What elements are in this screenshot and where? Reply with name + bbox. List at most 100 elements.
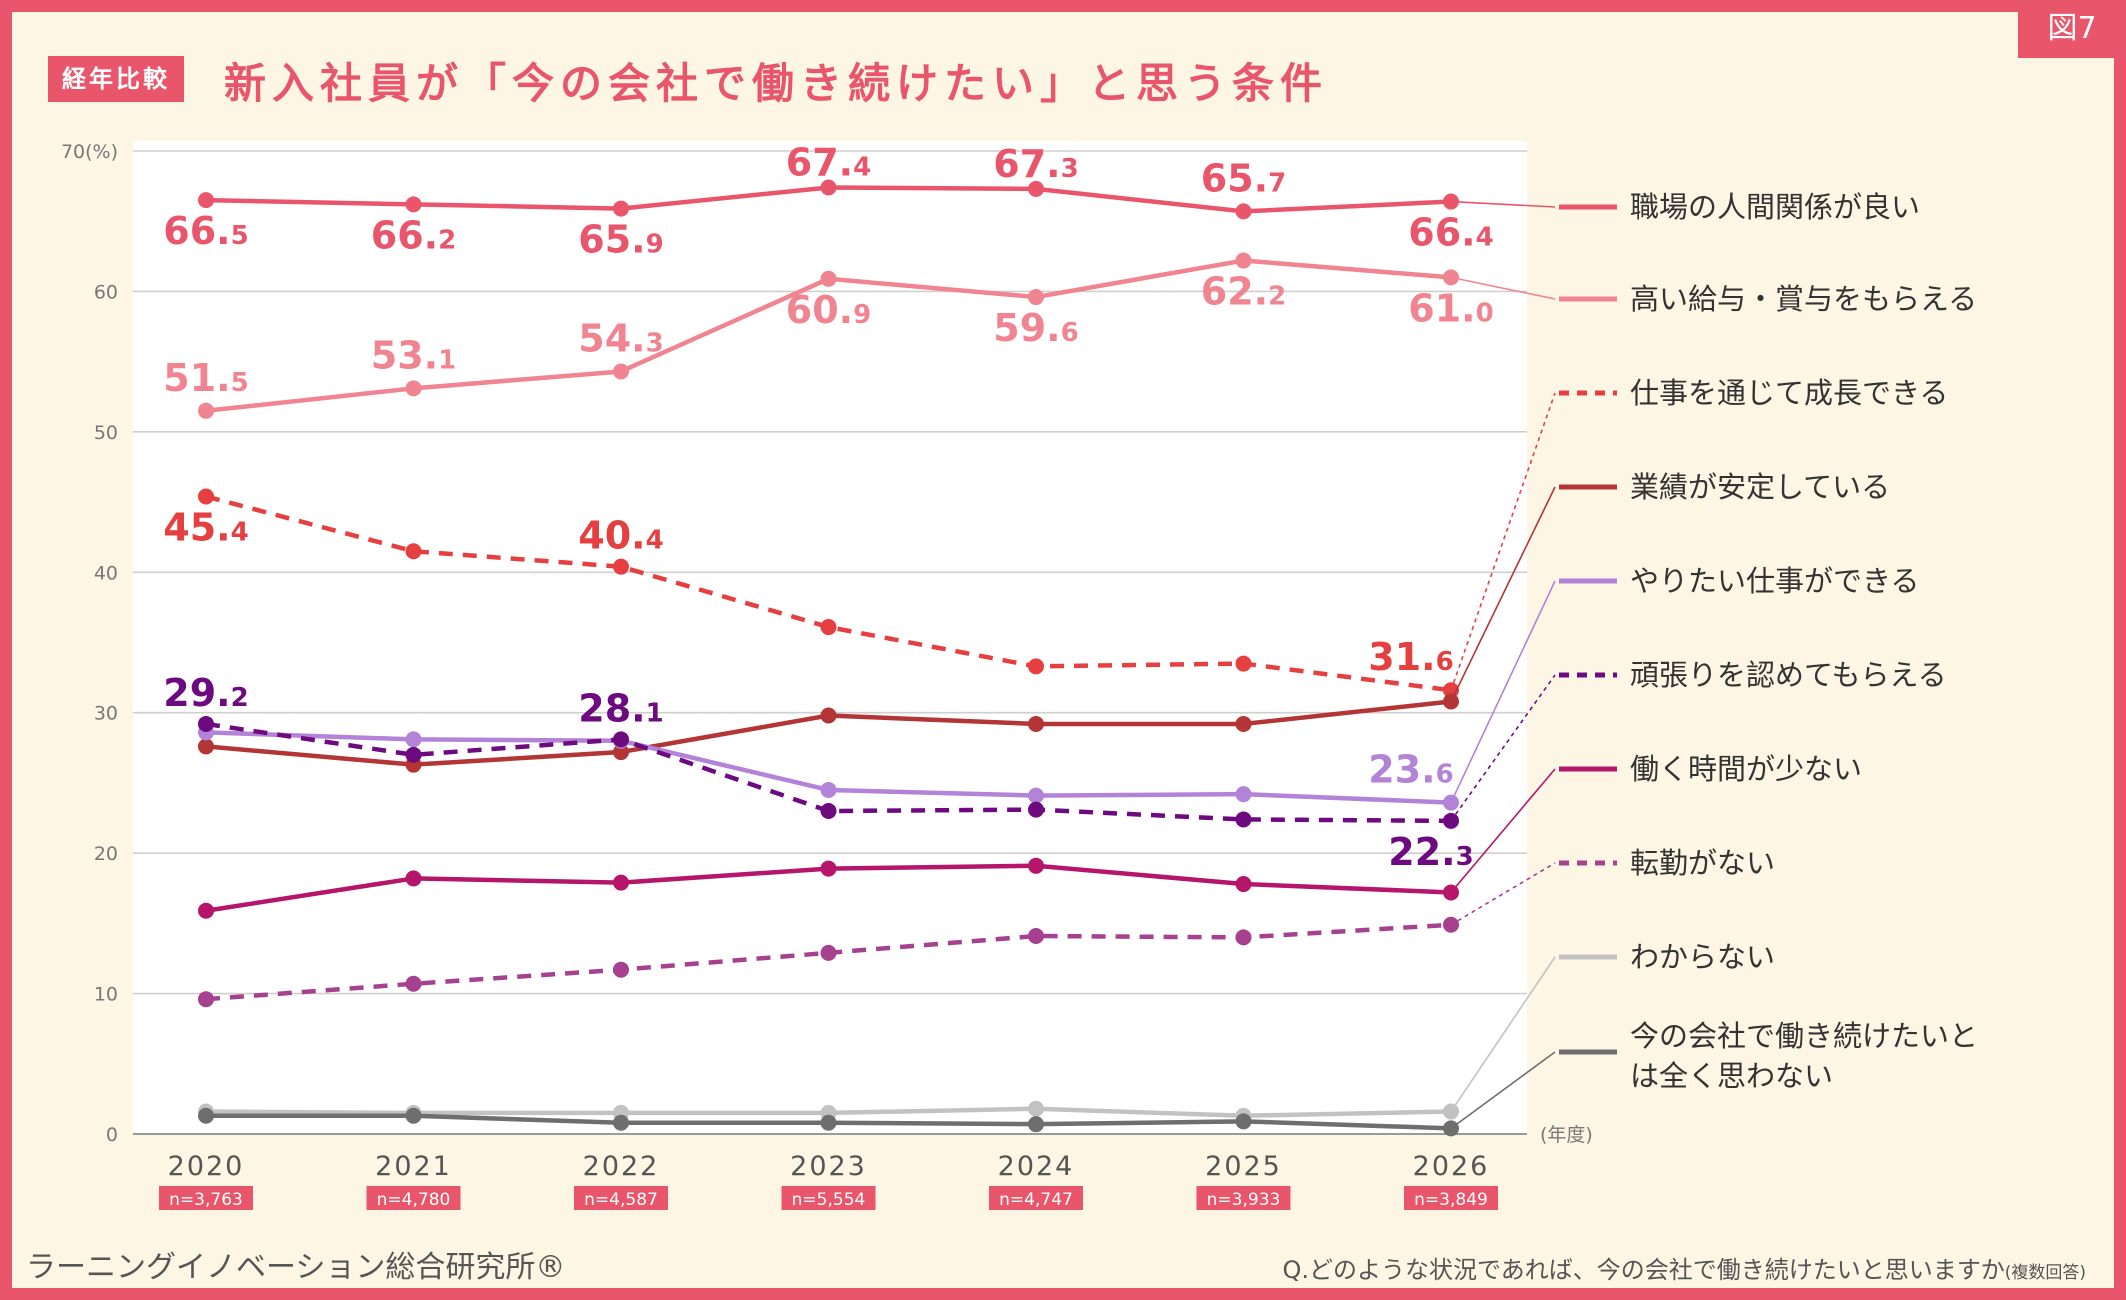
data-point — [1028, 180, 1044, 197]
data-label: 28.1 — [578, 686, 663, 730]
data-label: 59.6 — [993, 306, 1078, 350]
data-point — [820, 781, 837, 798]
legend-label: 高い給与・賞与をもらえる — [1630, 282, 1977, 316]
y-tick-label: 40 — [94, 562, 118, 584]
data-point — [820, 1114, 837, 1131]
data-point — [613, 874, 629, 891]
data-point — [613, 744, 629, 761]
x-tick-label: 2021 — [375, 1151, 452, 1182]
data-label: 22.3 — [1388, 830, 1473, 874]
data-point — [405, 731, 422, 748]
sample-size-label: n=3,849 — [1414, 1190, 1488, 1210]
data-point — [1443, 916, 1459, 933]
data-label: 54.3 — [578, 316, 663, 360]
legend-label: 働く時間が少ない — [1630, 752, 1862, 786]
data-label: 67.3 — [993, 142, 1078, 186]
data-point — [613, 731, 629, 748]
data-label: 66.5 — [163, 209, 248, 253]
data-point — [1028, 1116, 1044, 1133]
sample-size-label: n=4,587 — [584, 1190, 658, 1210]
sample-size-label: n=4,780 — [377, 1190, 451, 1210]
data-label: 23.6 — [1368, 748, 1453, 792]
publisher-credit: ラーニングイノベーション総合研究所® — [26, 1250, 566, 1285]
x-tick-label: 2023 — [790, 1151, 867, 1182]
data-point — [405, 380, 422, 397]
data-point — [1235, 1113, 1252, 1130]
question-note: (複数回答) — [2004, 1263, 2086, 1283]
legend-label: 仕事を通じて成長できる — [1630, 376, 1948, 410]
data-point — [405, 870, 422, 887]
data-point — [1028, 927, 1044, 944]
y-unit-label: 70(%) — [61, 141, 118, 163]
legend-label: 業績が安定している — [1630, 470, 1890, 504]
sample-size-badge — [1196, 1186, 1291, 1210]
data-point — [405, 196, 422, 213]
data-point — [1235, 655, 1252, 672]
legend-connector — [1450, 486, 1556, 702]
legend-label: やりたい仕事ができる — [1630, 564, 1919, 598]
data-label: 40.4 — [578, 514, 663, 558]
sample-size-label: n=4,747 — [999, 1190, 1073, 1210]
y-tick-label: 60 — [94, 281, 118, 303]
data-point — [198, 738, 214, 755]
data-point — [1235, 876, 1252, 893]
y-tick-label: 20 — [94, 843, 118, 865]
sample-size-badge — [574, 1186, 668, 1210]
y-tick-label: 0 — [106, 1124, 118, 1146]
data-label: 31.6 — [1368, 635, 1453, 679]
data-label: 66.2 — [371, 213, 456, 257]
comparison-tag: 経年比較 — [48, 56, 184, 102]
data-point — [1028, 715, 1044, 732]
data-point — [1443, 884, 1459, 901]
data-label: 45.4 — [163, 505, 248, 549]
data-point — [1443, 1103, 1459, 1120]
sample-size-label: n=5,554 — [792, 1190, 866, 1210]
data-point — [405, 1107, 422, 1124]
data-point — [1443, 193, 1459, 210]
y-tick-label: 30 — [94, 703, 118, 725]
legend-label: 今の会社で働き続けたいとは全く思わない — [1630, 1019, 1978, 1093]
data-point — [1443, 693, 1459, 710]
data-point — [198, 715, 214, 732]
data-label: 62.2 — [1201, 270, 1286, 314]
data-point — [820, 179, 837, 196]
legend-label: わからない — [1630, 940, 1775, 974]
sample-size-label: n=3,763 — [169, 1190, 243, 1210]
data-point — [613, 558, 629, 575]
x-tick-label: 2022 — [583, 1151, 660, 1182]
legend-connector — [1450, 276, 1556, 300]
sample-size-label: n=3,933 — [1207, 1190, 1281, 1210]
data-point — [613, 363, 629, 380]
legend-connector — [1450, 200, 1556, 208]
line-chart: 0 10 20 30 40 50 60 70(%) (年度) 2020 n=3,763 2021 n=4… — [61, 141, 1978, 1210]
data-point — [198, 902, 214, 919]
legend-label: 転勤がない — [1630, 846, 1775, 880]
legend-connector — [1450, 580, 1556, 803]
legend-connector — [1450, 956, 1556, 1112]
data-point — [1235, 203, 1252, 220]
x-tick-label: 2020 — [168, 1151, 245, 1182]
data-point — [1235, 715, 1252, 732]
figure-frame: 図7 経年比較 新入社員が「今の会社で働き続けたい」と思う条件 0 10 20 30 4… — [12, 0, 2126, 1288]
data-point — [1028, 857, 1044, 874]
legend-connector — [1450, 1051, 1556, 1130]
data-point — [613, 1114, 629, 1131]
data-point — [1443, 269, 1459, 286]
survey-question: Q.どのような状況であれば、今の会社で働き続けたいと思いますか(複数回答) — [1282, 1250, 2086, 1285]
figure-number-badge: 図7 — [2018, 0, 2126, 58]
data-point — [613, 200, 629, 217]
data-point — [405, 975, 422, 992]
legend-connector — [1450, 768, 1556, 893]
data-point — [405, 746, 422, 763]
sample-size-badge — [989, 1186, 1083, 1210]
data-point — [820, 944, 837, 961]
data-point — [1235, 252, 1252, 269]
data-label: 65.7 — [1201, 156, 1286, 200]
data-point — [198, 192, 214, 209]
data-label: 61.0 — [1408, 286, 1493, 330]
chart-title: 新入社員が「今の会社で働き続けたい」と思う条件 — [224, 59, 1329, 108]
data-point — [198, 402, 214, 419]
data-point — [820, 803, 837, 820]
data-label: 67.4 — [786, 141, 871, 185]
data-point — [820, 270, 837, 287]
